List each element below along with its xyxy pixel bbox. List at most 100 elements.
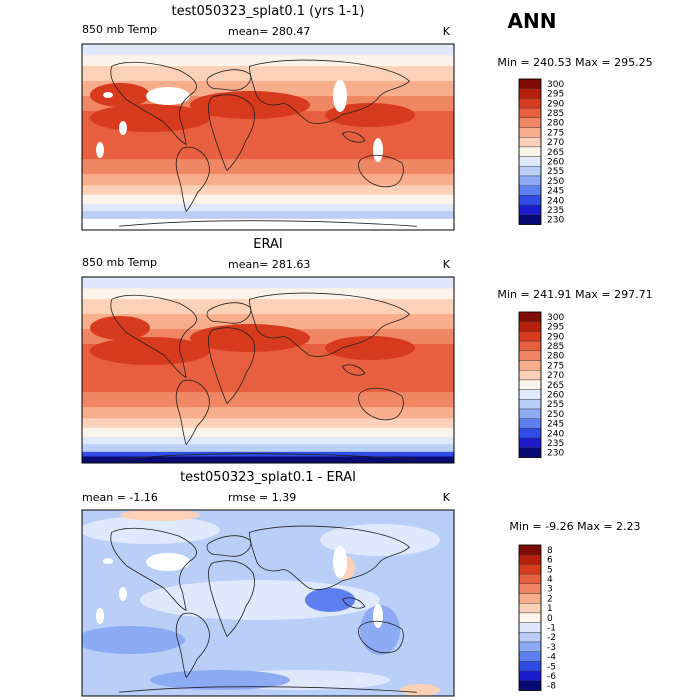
colorbar-swatch — [518, 680, 542, 691]
colorbar: 3002952902852802752702652602552502452402… — [518, 78, 564, 226]
colorbar-tick-label: 245 — [547, 187, 564, 197]
colorbar-swatch — [518, 340, 542, 352]
colorbar-swatch — [518, 612, 542, 623]
units-label: K — [443, 25, 451, 38]
temperature-band — [82, 194, 454, 204]
colorbar-tick-label: 230 — [547, 216, 564, 226]
difference-patch — [82, 626, 185, 654]
colorbar-tick-label: 275 — [547, 361, 564, 371]
temperature-band — [82, 159, 454, 175]
colorbar-swatch — [518, 603, 542, 614]
difference-patch — [400, 684, 440, 696]
colorbar-tick-label: 300 — [547, 313, 564, 323]
minmax-label: Min = 240.53 Max = 295.25 — [497, 56, 652, 69]
colorbar-swatch — [518, 564, 542, 575]
colorbar-tick-label: 265 — [547, 148, 564, 158]
colorbar-swatch — [518, 175, 542, 186]
temperature-band — [82, 174, 454, 186]
variable-label: 850 mb Temp — [82, 256, 157, 269]
terrain-mask-patch — [146, 553, 190, 571]
colorbar-swatch — [518, 78, 542, 89]
map-area — [82, 44, 454, 230]
colorbar-tick-label: 0 — [547, 614, 553, 624]
minmax-label: Min = -9.26 Max = 2.23 — [509, 520, 640, 533]
warm-pool — [325, 336, 415, 360]
colorbar-tick-label: 280 — [547, 352, 564, 362]
colorbar-swatch — [518, 418, 542, 429]
colorbar-swatch — [518, 632, 542, 643]
field-bands — [82, 277, 454, 463]
warm-pool — [325, 103, 415, 127]
panel-title: ERAI — [253, 237, 282, 252]
panel-model: test050323_splat0.1 (yrs 1-1) 850 mb Tem… — [81, 4, 653, 231]
colorbar-tick-label: 240 — [547, 196, 564, 206]
colorbar-tick-label: 1 — [547, 604, 553, 614]
colorbar-swatch — [518, 670, 542, 681]
temperature-band — [82, 299, 454, 315]
colorbar-tick-label: -3 — [547, 643, 556, 653]
colorbar-tick-label: 8 — [547, 546, 553, 556]
difference-patch — [120, 510, 200, 521]
temperature-band — [82, 203, 454, 212]
colorbar-tick-label: 285 — [547, 342, 564, 352]
colorbar-swatch — [518, 214, 542, 225]
colorbar-swatch — [518, 136, 542, 148]
colorbar-swatch — [518, 379, 542, 390]
terrain-mask-patch — [103, 558, 113, 564]
colorbar-swatch — [518, 593, 542, 604]
colorbar-frame — [518, 311, 542, 458]
colorbar-swatch — [518, 204, 542, 216]
colorbar-swatch — [518, 408, 542, 419]
colorbar-swatch — [518, 641, 542, 652]
panel-title: test050323_splat0.1 - ERAI — [180, 470, 356, 485]
colorbar-tick-label: 260 — [547, 390, 564, 400]
colorbar-swatch — [518, 651, 542, 662]
colorbar-tick-label: 240 — [547, 429, 564, 439]
colorbar-swatch — [518, 437, 542, 449]
map-frame — [81, 276, 455, 464]
temperature-band — [82, 218, 454, 230]
colorbar-tick-label: 2 — [547, 594, 553, 604]
warm-pool — [190, 91, 310, 119]
temperature-band — [82, 66, 454, 82]
warm-pool — [90, 337, 210, 365]
colorbar-frame — [518, 78, 542, 225]
colorbar-swatch — [518, 166, 542, 177]
temperature-band — [82, 314, 454, 330]
panel-title: test050323_splat0.1 (yrs 1-1) — [172, 4, 365, 19]
rmse-label: rmse = 1.39 — [228, 491, 296, 504]
colorbar-tick-label: 270 — [547, 371, 564, 381]
colorbar-swatch — [518, 117, 542, 128]
minmax-label: Min = 241.91 Max = 297.71 — [497, 288, 652, 301]
terrain-mask-patch — [333, 546, 347, 578]
colorbar-swatch — [518, 127, 542, 138]
warm-pool — [190, 324, 310, 352]
difference-patch — [82, 516, 220, 544]
mean-label: mean= 280.47 — [228, 25, 310, 38]
colorbar-tick-label: 6 — [547, 556, 553, 566]
colorbar-swatch — [518, 544, 542, 555]
colorbar-swatch — [518, 350, 542, 361]
colorbar-tick-label: 255 — [547, 400, 564, 410]
colorbar-swatch — [518, 661, 542, 672]
colorbar-tick-label: 250 — [547, 177, 564, 187]
temperature-band — [82, 418, 454, 428]
warm-pool — [90, 316, 150, 340]
colorbar-swatch — [518, 428, 542, 439]
colorbar-tick-label: 3 — [547, 585, 553, 595]
difference-patch — [360, 605, 400, 655]
colorbar-tick-label: 285 — [547, 109, 564, 119]
colorbar-swatch — [518, 360, 542, 371]
terrain-mask-patch — [96, 142, 104, 158]
colorbar-swatch — [518, 331, 542, 342]
colorbar-tick-label: 295 — [547, 323, 564, 333]
temperature-band — [82, 185, 454, 195]
field-bands — [82, 44, 454, 230]
colorbar-tick-label: 230 — [547, 449, 564, 459]
colorbar-tick-label: 270 — [547, 138, 564, 148]
panel-difference: test050323_splat0.1 - ERAI mean = -1.16 … — [81, 470, 641, 697]
terrain-mask — [96, 80, 383, 162]
colorbar-tick-label: 280 — [547, 119, 564, 129]
temperature-band — [82, 44, 454, 56]
